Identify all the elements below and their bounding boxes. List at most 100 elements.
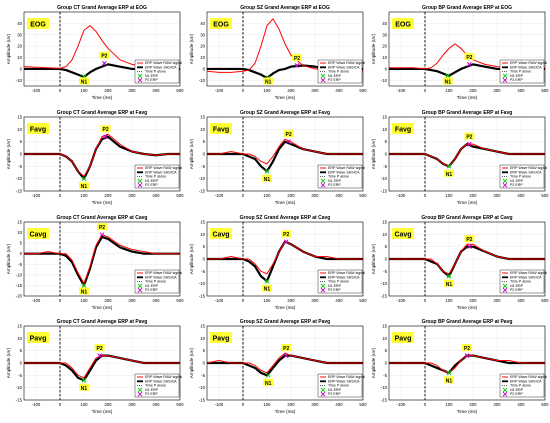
y-tick-label: 0	[203, 257, 206, 262]
legend-label: P2 ERP	[510, 392, 523, 396]
x-tick-label: 300	[128, 298, 136, 303]
x-tick-label: 0	[59, 402, 62, 407]
legend-label: P2 ERP	[145, 288, 158, 292]
legend-swatch-p2	[320, 287, 326, 293]
legend-label: P2 ERP	[510, 78, 523, 82]
x-tick-label: 500	[176, 88, 184, 93]
p2-label-bg	[94, 344, 105, 352]
p2-label: P2	[283, 232, 289, 238]
chart-title: Group BP Grand Average ERP at Cavg	[421, 215, 512, 221]
y-tick-label: 10	[17, 55, 22, 60]
channel-badge	[392, 332, 414, 343]
y-tick-label: 15	[382, 324, 387, 329]
x-tick-label: 0	[242, 88, 245, 93]
n1-label-bg	[263, 77, 274, 85]
y-tick-label: 15	[200, 324, 205, 329]
erp-panel-7: Group CT Grand Average ERP at Cavg -20 -15…	[6, 215, 184, 310]
y-tick-label: -10	[381, 176, 388, 181]
legend-label: Time P alone	[328, 70, 349, 74]
y-tick-label: 5	[20, 241, 23, 246]
y-tick-label: 10	[382, 336, 387, 341]
x-tick-label: 300	[311, 88, 319, 93]
p2-label-bg	[292, 54, 302, 62]
p2-label-bg	[464, 132, 475, 140]
channel-label: Favg	[30, 127, 46, 134]
x-axis-label: Time (ms)	[92, 200, 113, 205]
y-tick-label: 15	[17, 115, 22, 120]
x-tick-label: -100	[32, 88, 41, 93]
legend-label: ERP Wave RAW signal	[145, 61, 182, 65]
n1-label-bg	[444, 376, 454, 384]
p2-marker	[286, 139, 291, 145]
x-tick-label: 300	[493, 298, 501, 303]
y-tick-label: -5	[201, 269, 205, 274]
x-tick-label: 0	[59, 88, 62, 93]
y-axis-label: Amplitude (uV)	[189, 138, 194, 169]
x-tick-label: -100	[32, 402, 41, 407]
series-line-raw	[389, 143, 545, 167]
legend-label: N1 ERP	[328, 179, 342, 183]
y-tick-label: 30	[200, 32, 205, 37]
legend-label: N1 ERP	[510, 74, 524, 78]
p2-marker	[464, 353, 470, 358]
legend-label: N1 ERP	[145, 388, 159, 392]
x-tick-label: 400	[152, 402, 160, 407]
legend-label: ERP Wave SASICA	[510, 65, 542, 69]
n1-label: N1	[81, 80, 88, 86]
n1-marker	[446, 163, 452, 169]
chart-title: Group BP Grand Average ERP at Favg	[422, 110, 513, 116]
n1-marker	[446, 370, 452, 376]
legend-box	[499, 269, 545, 294]
y-tick-label: 5	[20, 139, 23, 144]
y-axis-label: Amplitude (uV)	[6, 243, 11, 274]
legend-label: ERP Wave RAW signal	[328, 271, 365, 275]
series-line-raw	[24, 355, 180, 379]
y-axis-label: Amplitude (uV)	[371, 243, 376, 274]
y-axis-label: Amplitude (uV)	[371, 347, 376, 378]
x-tick-label: 0	[424, 88, 427, 93]
x-tick-label: 200	[469, 402, 477, 407]
x-tick-label: -100	[397, 402, 406, 407]
p2-label: P2	[101, 54, 107, 60]
x-tick-label: 200	[104, 193, 112, 198]
series-line-raw	[207, 241, 363, 275]
legend-swatch-n1	[137, 178, 143, 184]
legend-label: Time P alone	[328, 280, 349, 284]
channel-badge	[210, 18, 232, 29]
p2-label: P2	[466, 55, 472, 61]
y-tick-label: -10	[16, 78, 23, 83]
y-tick-label: -15	[381, 398, 388, 403]
n1-label-bg	[262, 174, 272, 182]
channel-label: EOG	[213, 22, 229, 29]
x-axis-label: Time (ms)	[275, 305, 296, 310]
x-tick-label: 100	[80, 402, 88, 407]
y-axis-label: Amplitude (uV)	[6, 347, 11, 378]
x-tick-label: 100	[445, 193, 453, 198]
legend-label: ERP Wave SASICA	[510, 275, 542, 279]
legend-label: Time P alone	[510, 70, 531, 74]
y-tick-label: 10	[200, 55, 205, 60]
x-tick-label: 500	[359, 298, 367, 303]
legend-label: P2 ERP	[328, 78, 341, 82]
x-tick-label: -100	[215, 193, 224, 198]
x-tick-label: 200	[287, 298, 295, 303]
y-tick-label: 0	[20, 152, 23, 157]
series-line-raw	[24, 133, 180, 177]
p2-label: P2	[103, 127, 109, 133]
y-tick-label: 10	[200, 232, 205, 237]
y-tick-label: 10	[17, 230, 22, 235]
y-tick-label: 15	[200, 115, 205, 120]
plot-frame	[23, 11, 181, 87]
p2-label-bg	[100, 125, 111, 133]
n1-label: N1	[81, 184, 88, 190]
plot-frame	[23, 221, 181, 297]
channel-badge	[392, 228, 414, 239]
legend-label: Time P alone	[510, 384, 531, 388]
channel-label: EOG	[30, 22, 46, 29]
legend-swatch-p2	[137, 287, 143, 293]
x-tick-label: 200	[287, 193, 295, 198]
y-tick-label: -10	[381, 385, 388, 390]
y-tick-label: -15	[381, 294, 388, 299]
legend-swatch-p2	[502, 287, 508, 293]
legend-label: Time P alone	[510, 175, 531, 179]
